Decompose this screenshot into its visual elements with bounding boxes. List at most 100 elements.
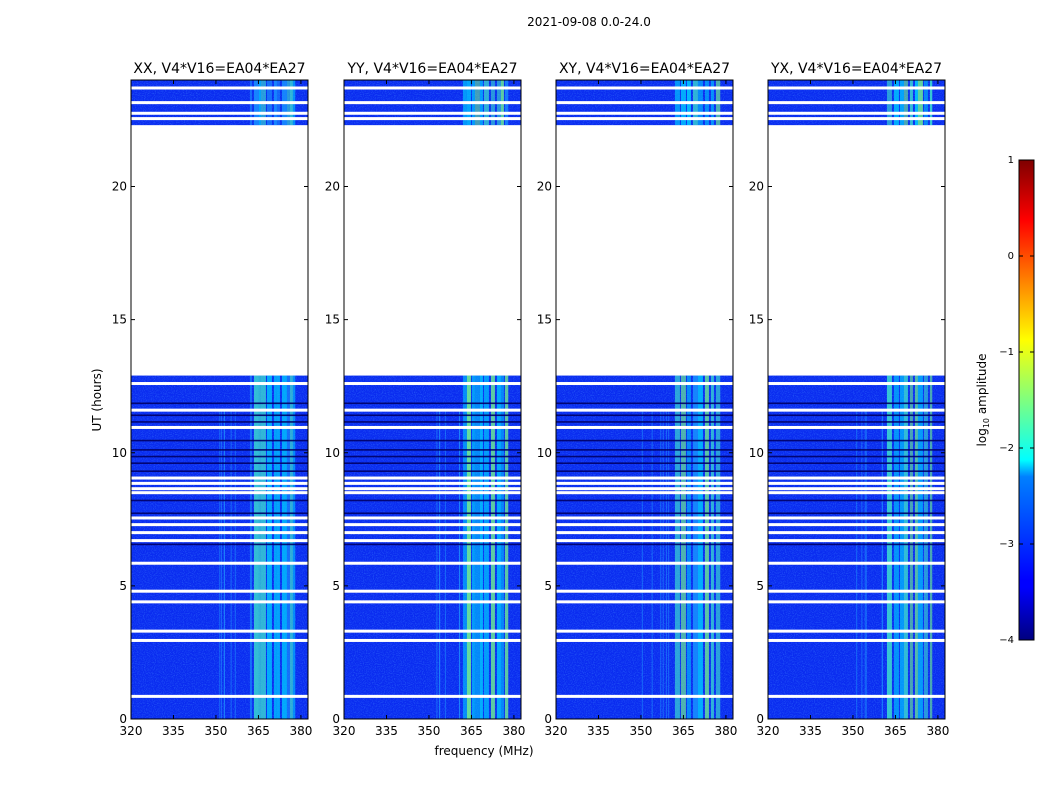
panel-title: XX, V4*V16=EA04*EA27 xyxy=(133,61,305,77)
x-tick-label: 350 xyxy=(205,724,228,738)
flagged-row-white xyxy=(768,491,945,495)
rfi-column xyxy=(710,375,714,719)
flagged-row-dark xyxy=(768,499,945,502)
y-tick-label: 10 xyxy=(749,446,764,460)
y-tick-label: 0 xyxy=(544,712,552,726)
flagged-row-white xyxy=(556,531,733,535)
y-tick-label: 0 xyxy=(119,712,127,726)
flagged-row-dark xyxy=(344,439,521,442)
rfi-column xyxy=(249,375,252,719)
flagged-row-white xyxy=(131,382,308,386)
flagged-row-white xyxy=(768,694,945,698)
rfi-column xyxy=(909,375,913,719)
flagged-row-white xyxy=(556,523,733,527)
flagged-row-white xyxy=(768,589,945,593)
x-tick-label: 380 xyxy=(926,724,949,738)
flagged-row-white xyxy=(768,629,945,633)
flagged-row-white xyxy=(131,523,308,527)
flagged-row-white xyxy=(344,382,521,386)
rfi-column xyxy=(276,375,280,719)
y-tick-label: 20 xyxy=(112,180,127,194)
colorbar-tick-label: 1 xyxy=(1008,155,1014,166)
x-tick-label: 335 xyxy=(799,724,822,738)
rfi-column xyxy=(929,375,933,719)
flagged-row-white xyxy=(768,561,945,565)
flagged-row-dark xyxy=(768,439,945,442)
flagged-row-dark xyxy=(768,462,945,464)
rfi-column xyxy=(500,375,504,719)
rfi-column xyxy=(903,375,908,719)
flagged-row-white xyxy=(556,481,733,485)
flagged-row-white xyxy=(768,600,945,604)
rfi-column xyxy=(281,375,287,719)
x-tick-label: 320 xyxy=(333,724,356,738)
flagged-row-dark xyxy=(768,402,945,405)
flagged-row-dark xyxy=(131,439,308,442)
rfi-column xyxy=(886,375,892,719)
colorbar-tick-label: −3 xyxy=(999,539,1014,550)
flagged-row-white xyxy=(768,111,945,115)
x-tick-label: 380 xyxy=(502,724,525,738)
flagged-row-white xyxy=(768,539,945,543)
rfi-column xyxy=(466,375,471,719)
flagged-row-dark xyxy=(556,402,733,405)
flagged-row-white xyxy=(556,561,733,565)
rfi-column xyxy=(692,375,698,719)
flagged-row-white xyxy=(344,408,521,412)
panel-title: XY, V4*V16=EA04*EA27 xyxy=(559,61,730,77)
rfi-column xyxy=(462,375,467,719)
flagged-row-white xyxy=(344,561,521,565)
x-tick-label: 335 xyxy=(375,724,398,738)
flagged-row-white xyxy=(768,117,945,121)
x-tick-label: 365 xyxy=(460,724,483,738)
data-gap xyxy=(768,125,945,376)
colorbar-label: log10 amplitude xyxy=(975,354,991,447)
flagged-row-white xyxy=(131,491,308,495)
flagged-row-white xyxy=(131,408,308,412)
flagged-row-white xyxy=(768,382,945,386)
flagged-row-white xyxy=(556,629,733,633)
flagged-row-dark xyxy=(131,462,308,464)
flagged-row-white xyxy=(344,491,521,495)
flagged-row-white xyxy=(556,101,733,105)
x-tick-label: 365 xyxy=(672,724,695,738)
y-tick-label: 10 xyxy=(537,446,552,460)
rfi-column xyxy=(704,375,709,719)
x-axis-label: frequency (MHz) xyxy=(434,744,533,758)
figure-suptitle: 2021-09-08 0.0-24.0 xyxy=(527,15,651,29)
flagged-row-dark xyxy=(556,455,733,458)
y-tick-label: 10 xyxy=(112,446,127,460)
flagged-row-dark xyxy=(131,543,308,546)
flagged-row-dark xyxy=(131,499,308,502)
flagged-row-white xyxy=(131,531,308,535)
flagged-row-white xyxy=(344,629,521,633)
y-axis-label: UT (hours) xyxy=(90,368,104,431)
flagged-row-white xyxy=(556,382,733,386)
x-tick-label: 335 xyxy=(162,724,185,738)
heatmap-noise xyxy=(556,375,733,719)
flagged-row-dark xyxy=(556,449,733,451)
flagged-row-white xyxy=(768,516,945,520)
flagged-row-dark xyxy=(131,512,308,515)
rfi-column xyxy=(899,375,904,719)
y-tick-label: 20 xyxy=(325,180,340,194)
flagged-row-white xyxy=(131,629,308,633)
rfi-column xyxy=(479,375,483,719)
flagged-row-white xyxy=(344,589,521,593)
panel-frame xyxy=(130,79,309,720)
rfi-column xyxy=(914,375,918,719)
flagged-row-dark xyxy=(344,402,521,405)
flagged-row-dark xyxy=(344,462,521,464)
flagged-row-white xyxy=(131,101,308,105)
flagged-row-white xyxy=(344,600,521,604)
colorbar-tick-label: −2 xyxy=(999,443,1014,454)
y-tick-label: 10 xyxy=(325,446,340,460)
data-gap xyxy=(131,125,308,376)
panel-0: XX, V4*V16=EA04*EA27 320 335 350 365 380 0 5 10 1… xyxy=(112,61,313,738)
rfi-column xyxy=(715,375,721,719)
flagged-row-dark xyxy=(556,512,733,515)
flagged-row-dark xyxy=(131,402,308,405)
flagged-row-white xyxy=(131,600,308,604)
flagged-row-dark xyxy=(131,421,308,423)
